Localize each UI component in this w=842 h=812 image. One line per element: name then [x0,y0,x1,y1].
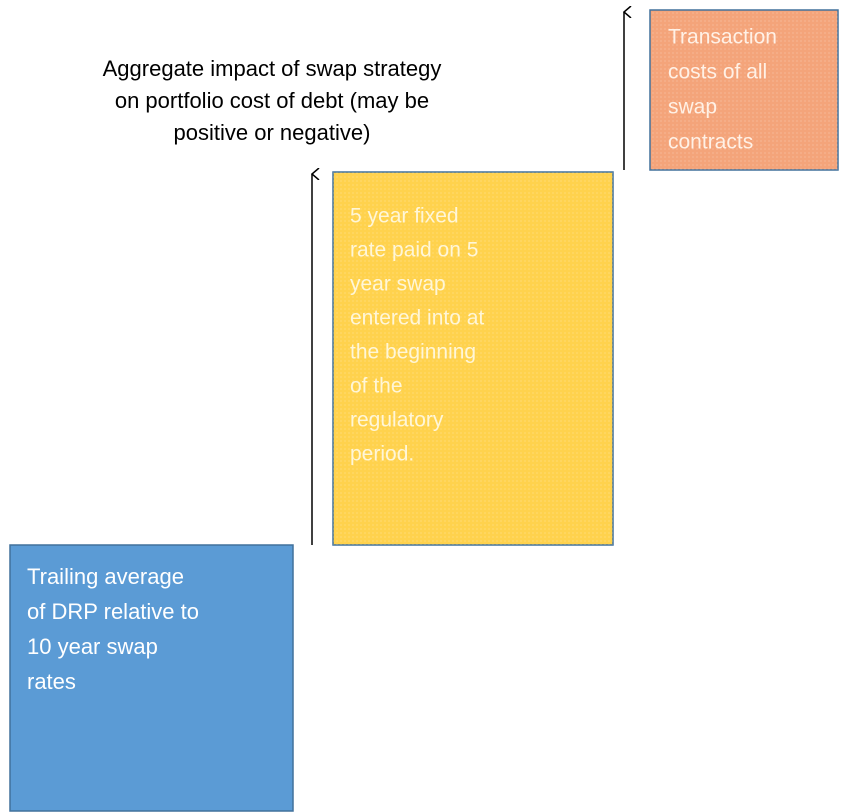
box-text: rates [27,669,76,694]
box-text: rate paid on 5 [350,239,478,262]
box-text: 5 year fixed [350,205,459,228]
box-text: the beginning [350,341,476,364]
annotation-line: on portfolio cost of debt (may be [115,88,429,113]
box-text: entered into at [350,307,484,330]
box-text: Trailing average [27,564,184,589]
texts: Aggregate impact of swap strategy on port… [27,26,777,694]
box-text: of DRP relative to [27,599,199,624]
box-text: Transaction [668,26,777,49]
box-text: costs of all [668,61,767,84]
box-text: swap [668,96,717,119]
box-text: period. [350,443,414,466]
box-yellow-texture [333,172,613,545]
box-text: year swap [350,273,446,296]
box-text: 10 year swap [27,634,158,659]
box-blue [9,544,294,812]
box-text: of the [350,375,403,398]
box-orange-texture [650,10,838,170]
box-text: regulatory [350,409,444,432]
annotation-line: Aggregate impact of swap strategy [103,56,442,81]
annotation-line: positive or negative) [174,120,371,145]
box-text: contracts [668,131,753,154]
